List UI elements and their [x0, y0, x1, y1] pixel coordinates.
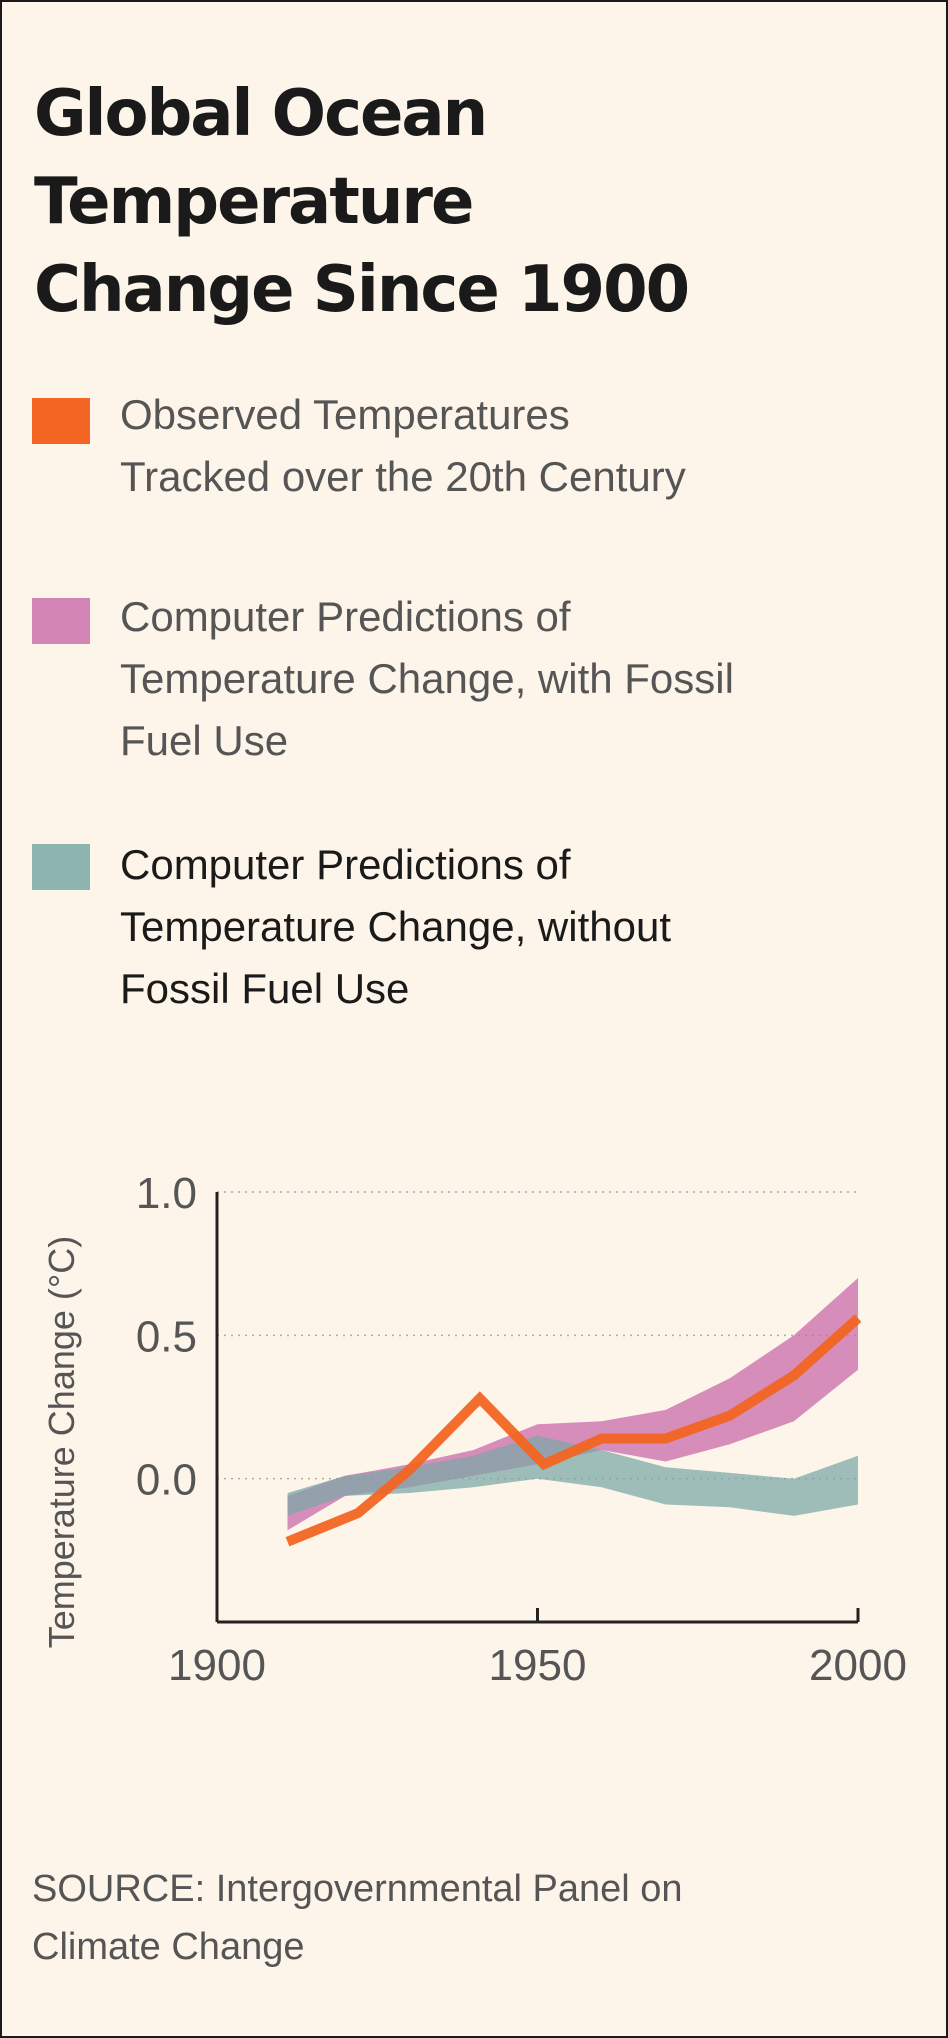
- legend-line: Tracked over the 20th Century: [120, 453, 686, 500]
- title-line-2: Change Since 1900: [34, 253, 690, 327]
- legend-line: Computer Predictions of: [120, 593, 571, 640]
- source-line: SOURCE: Intergovernmental Panel on: [32, 1868, 683, 1910]
- x-tick-label: 1950: [489, 1641, 587, 1690]
- chart-svg: 1.0 0.5 0.0 1900 1950 2000: [136, 1169, 907, 1690]
- y-tick-label: 0.0: [136, 1456, 197, 1505]
- legend-line: Fuel Use: [120, 717, 289, 764]
- observed-line: [285, 1314, 862, 1547]
- y-tick-label: 1.0: [136, 1169, 197, 1218]
- legend-line: Temperature Change, with Fossil: [120, 655, 734, 702]
- title-line-1: Global Ocean Temperature: [34, 77, 488, 239]
- legend-swatch-observed: [32, 398, 90, 444]
- x-tick-label: 2000: [809, 1641, 907, 1690]
- legend-swatch-without-fossil: [32, 844, 90, 890]
- legend-line: Observed Temperatures: [120, 391, 570, 438]
- page-title: Global Ocean Temperature Change Since 19…: [34, 70, 914, 334]
- source-line: Climate Change: [32, 1926, 305, 1968]
- y-tick-label: 0.5: [136, 1312, 197, 1361]
- legend-swatch-with-fossil: [32, 598, 90, 644]
- without-fossil-band: [287, 1435, 858, 1516]
- chart: 1.0 0.5 0.0 1900 1950 2000: [2, 1122, 948, 1722]
- legend-line: Temperature Change, without: [120, 903, 671, 950]
- source-note: SOURCE: Intergovernmental Panel on Clima…: [32, 1860, 912, 1976]
- legend-line: Computer Predictions of: [120, 841, 571, 888]
- legend-text-without-fossil: Computer Predictions of Temperature Chan…: [120, 834, 920, 1020]
- legend-line: Fossil Fuel Use: [120, 965, 410, 1012]
- legend-text-with-fossil: Computer Predictions of Temperature Chan…: [120, 586, 920, 772]
- x-tick-label: 1900: [168, 1641, 266, 1690]
- legend-text-observed: Observed Temperatures Tracked over the 2…: [120, 384, 920, 508]
